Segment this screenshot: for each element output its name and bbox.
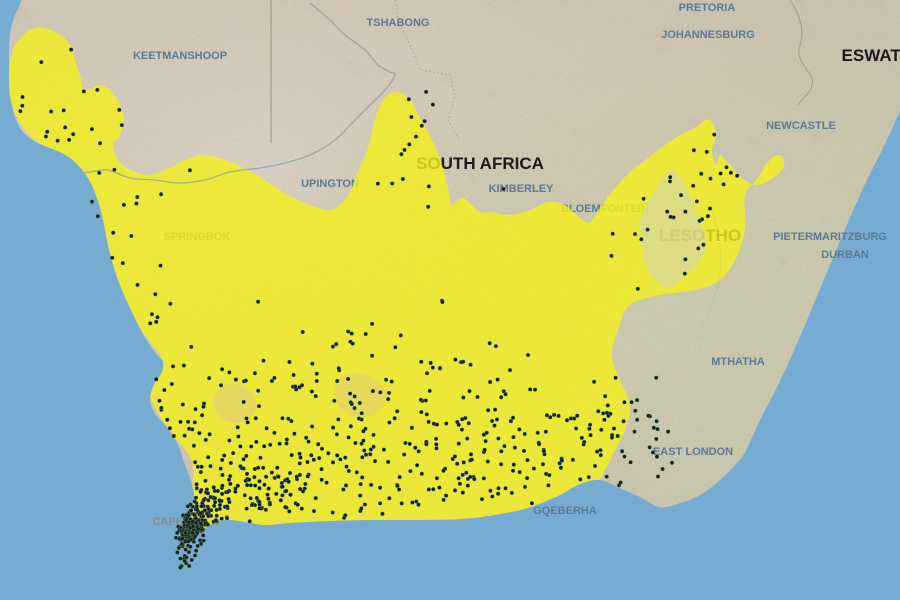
- svg-text:UPINGTON: UPINGTON: [301, 178, 359, 190]
- svg-text:KEETMANSHOOP: KEETMANSHOOP: [133, 50, 227, 62]
- svg-text:PIETERMARITZBURG: PIETERMARITZBURG: [773, 231, 887, 243]
- svg-text:NEWCASTLE: NEWCASTLE: [766, 120, 836, 132]
- svg-text:GQEBERHA: GQEBERHA: [533, 505, 597, 517]
- svg-text:DURBAN: DURBAN: [821, 249, 869, 261]
- svg-text:MTHATHA: MTHATHA: [711, 356, 765, 368]
- svg-text:KIMBERLEY: KIMBERLEY: [489, 183, 554, 195]
- svg-text:EAST LONDON: EAST LONDON: [653, 446, 733, 458]
- svg-text:JOHANNESBURG: JOHANNESBURG: [661, 29, 755, 41]
- svg-text:ESWATINI: ESWATINI: [842, 46, 900, 65]
- svg-text:PRETORIA: PRETORIA: [679, 2, 736, 14]
- svg-text:TSHABONG: TSHABONG: [367, 17, 430, 29]
